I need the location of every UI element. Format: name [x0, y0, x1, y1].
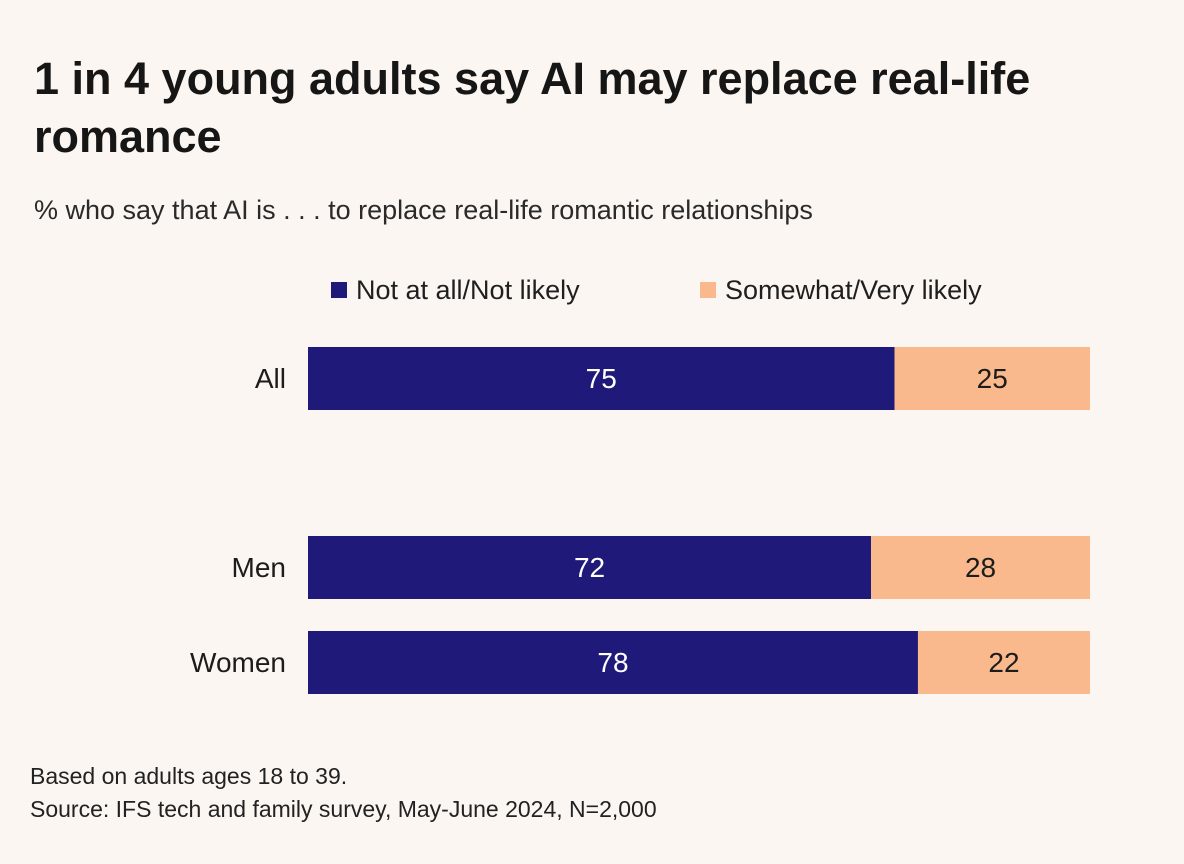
- bar-women-not-at-all-not-likely: [308, 631, 918, 694]
- footer-note: Based on adults ages 18 to 39.: [30, 763, 348, 789]
- data-label-all-not-at-all-not-likely: 75: [586, 363, 617, 394]
- footer-source: Source: IFS tech and family survey, May-…: [30, 796, 657, 822]
- category-label-all: All: [255, 363, 286, 394]
- bar-all-somewhat-very-likely: [894, 347, 1090, 410]
- category-label-men: Men: [232, 552, 286, 583]
- data-label-women-somewhat-very-likely: 22: [988, 647, 1019, 678]
- legend-item-likely: Somewhat/Very likely: [700, 272, 982, 308]
- legend-swatch-likely: [700, 282, 716, 298]
- legend-item-not-likely: Not at all/Not likely: [331, 272, 580, 308]
- data-label-men-somewhat-very-likely: 28: [965, 552, 996, 583]
- legend: Not at all/Not likely Somewhat/Very like…: [0, 272, 1184, 308]
- data-label-all-somewhat-very-likely: 25: [977, 363, 1008, 394]
- legend-label-likely: Somewhat/Very likely: [725, 274, 982, 305]
- footer: Based on adults ages 18 to 39. Source: I…: [30, 760, 657, 826]
- bar-all-not-at-all-not-likely: [308, 347, 895, 410]
- bar-men-somewhat-very-likely: [871, 536, 1090, 599]
- chart-subtitle: % who say that AI is . . . to replace re…: [34, 195, 813, 225]
- legend-label-not-likely: Not at all/Not likely: [356, 274, 580, 305]
- stacked-bar-chart: All 75 25 Men 72 28 Women 78 22: [190, 347, 1090, 694]
- chart-title: 1 in 4 young adults say AI may replace r…: [34, 53, 1031, 162]
- data-label-women-not-at-all-not-likely: 78: [597, 647, 628, 678]
- data-label-men-not-at-all-not-likely: 72: [574, 552, 605, 583]
- legend-swatch-not-likely: [331, 282, 347, 298]
- bar-women-somewhat-very-likely: [917, 631, 1090, 694]
- bar-men-not-at-all-not-likely: [308, 536, 872, 599]
- category-label-women: Women: [190, 647, 286, 678]
